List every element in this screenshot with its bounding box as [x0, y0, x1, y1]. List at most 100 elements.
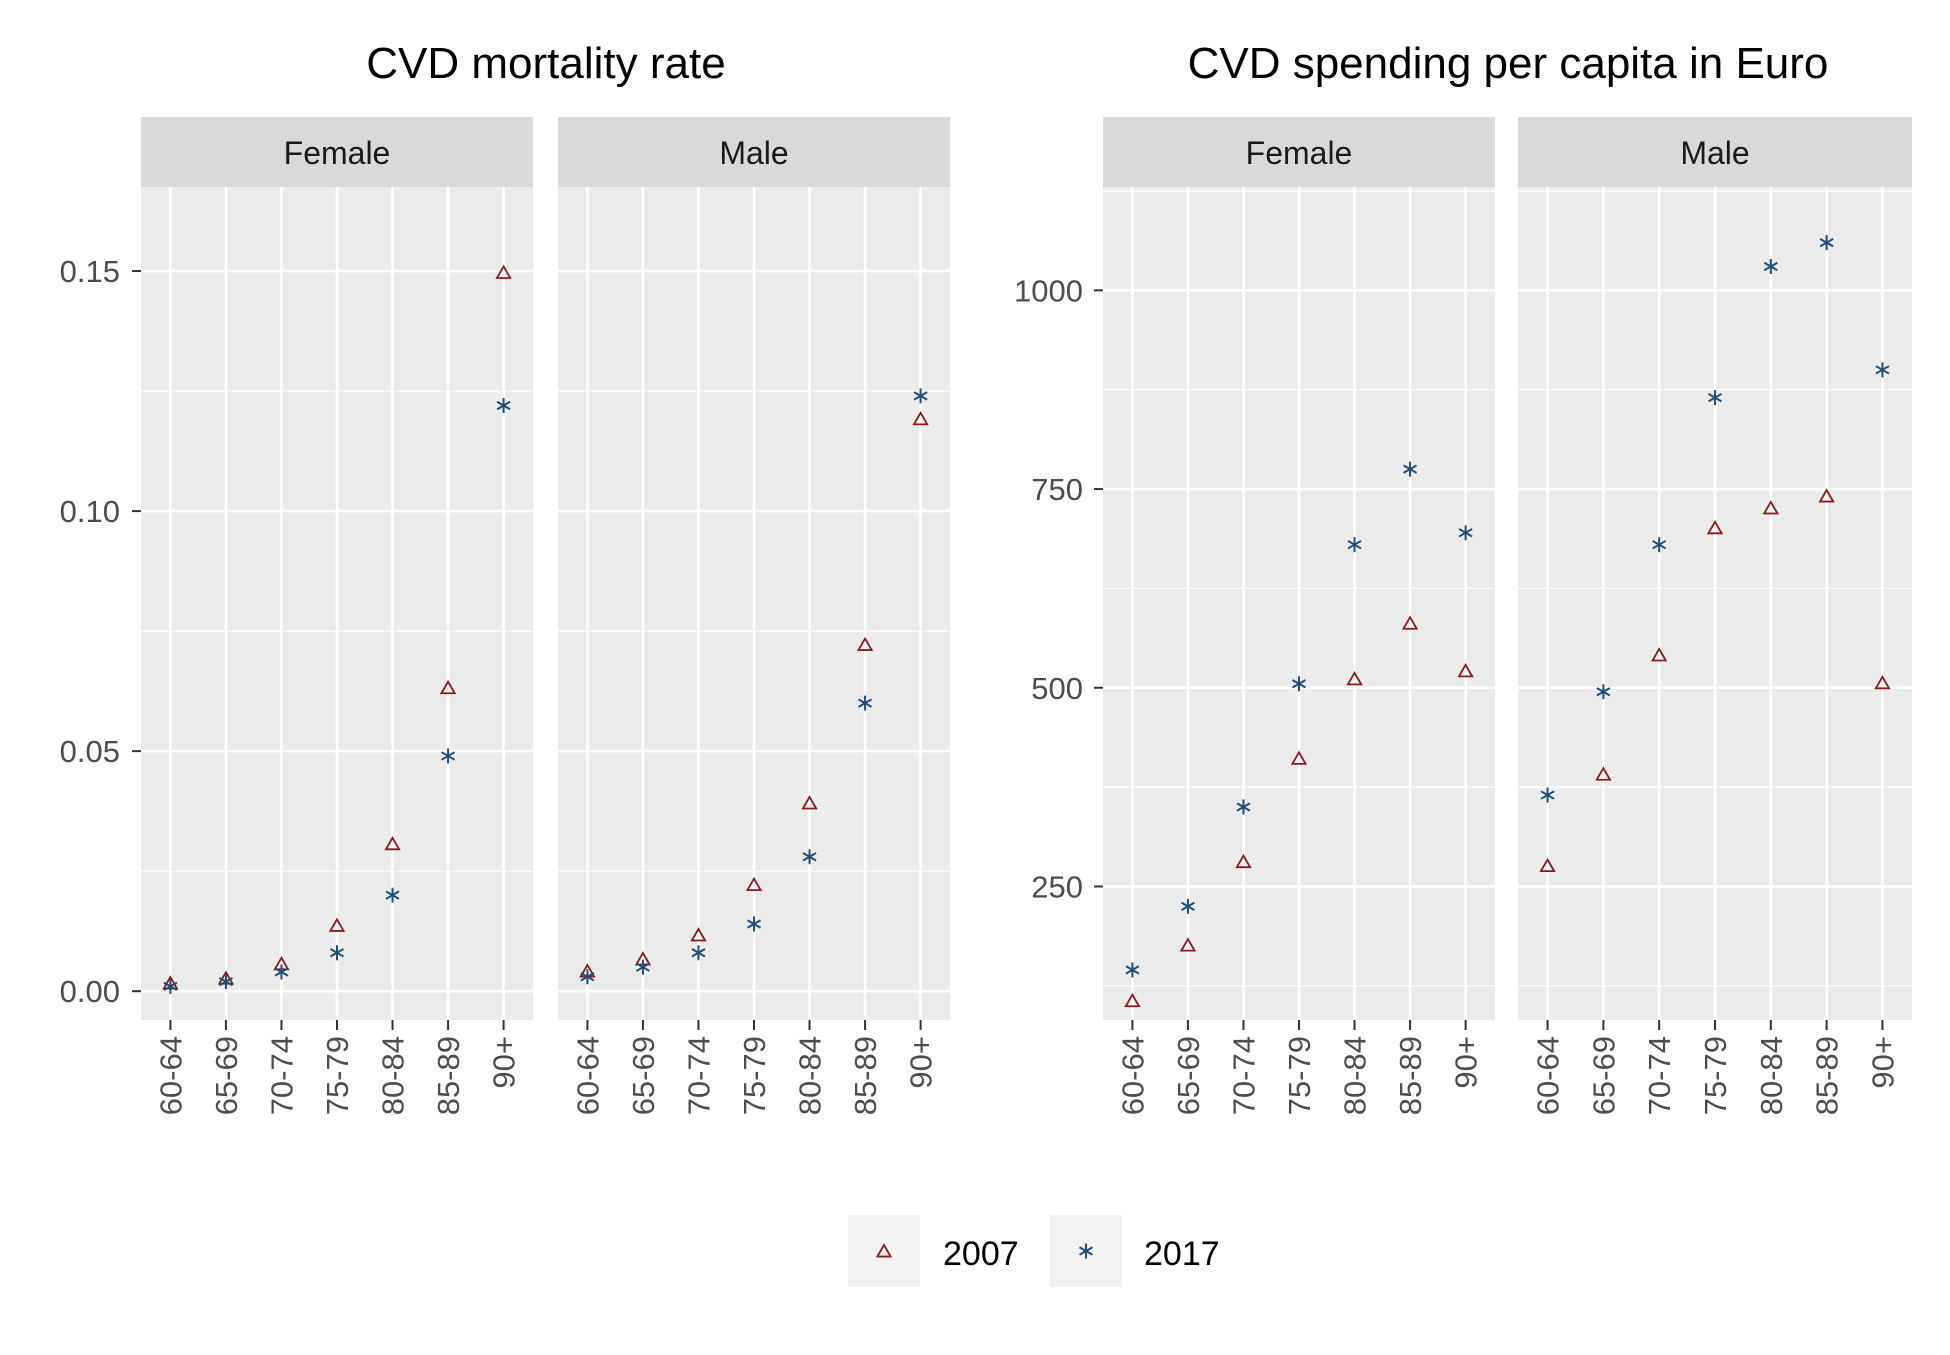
point-2017-1-1-3	[1708, 390, 1722, 406]
point-2007-0-1-6	[912, 411, 929, 426]
point-2017-0-0-4	[385, 887, 400, 903]
point-2017-1-0-5	[1403, 461, 1418, 477]
point-2017-1-0-4	[1347, 537, 1362, 553]
point-2017-0-1-5	[858, 695, 873, 711]
x-tick-label-0-1-0: 60-64	[570, 1036, 605, 1115]
point-2017-0-1-6	[913, 388, 928, 404]
point-2017-0-0-0	[163, 978, 178, 994]
point-2007-1-0-3	[1290, 750, 1308, 765]
point-2007-1-0-0	[1124, 992, 1141, 1008]
legend-label-2007: 2007	[943, 1235, 1019, 1273]
point-2017-0-1-0	[580, 969, 595, 985]
point-2017-0-0-3	[330, 945, 344, 961]
facet-label-0-0: Female	[284, 135, 391, 171]
point-2007-1-1-3	[1706, 519, 1724, 535]
x-tick-label-0-0-2: 70-74	[264, 1036, 299, 1115]
point-2017-1-0-0	[1125, 962, 1140, 978]
point-2007-0-1-4	[801, 795, 818, 810]
point-2007-1-0-2	[1235, 853, 1252, 869]
x-tick-label-0-0-1: 65-69	[209, 1036, 244, 1115]
x-tick-label-1-1-5: 85-89	[1810, 1036, 1845, 1115]
point-2007-1-1-4	[1762, 500, 1780, 515]
legend-key-2007	[848, 1215, 920, 1287]
point-2007-0-0-3	[328, 917, 346, 932]
facet-strip-1-1	[1518, 117, 1912, 187]
point-2017-1-1-0	[1540, 787, 1555, 803]
point-2007-1-0-5	[1401, 615, 1419, 630]
y-tick-label-0-1: 0.05	[60, 734, 120, 769]
facet-label-1-0: Female	[1246, 135, 1353, 171]
point-2007-0-0-4	[384, 835, 401, 851]
point-2017-1-0-3	[1292, 676, 1306, 692]
facet-label-0-1: Male	[719, 135, 788, 171]
y-tick-label-1-3: 1000	[1014, 273, 1083, 308]
point-2017-0-0-5	[441, 748, 456, 764]
x-tick-label-0-1-6: 90+	[904, 1036, 939, 1089]
point-2017-1-1-5	[1819, 235, 1834, 251]
point-2017-0-1-2	[691, 945, 706, 961]
point-2017-0-0-1	[218, 974, 233, 990]
x-tick-label-0-0-3: 75-79	[320, 1036, 355, 1115]
x-tick-label-0-0-0: 60-64	[153, 1036, 188, 1115]
point-2017-0-0-6	[496, 397, 511, 413]
point-2017-1-0-6	[1458, 525, 1473, 541]
x-tick-label-0-0-4: 80-84	[376, 1036, 411, 1115]
point-2017-1-0-1	[1180, 898, 1195, 914]
x-tick-label-1-1-2: 70-74	[1642, 1036, 1677, 1115]
x-tick-label-1-1-6: 90+	[1865, 1036, 1900, 1089]
point-2017-0-1-3	[747, 916, 761, 932]
y-tick-label-0-2: 0.10	[60, 494, 120, 529]
x-tick-label-1-0-0: 60-64	[1115, 1036, 1150, 1115]
point-2017-0-1-1	[635, 959, 650, 975]
y-tick-label-1-2: 750	[1031, 472, 1083, 507]
point-2007-0-1-3	[745, 876, 763, 892]
facet-strip-0-1	[558, 117, 950, 187]
point-2007-1-0-4	[1346, 671, 1363, 686]
point-2007-0-0-6	[495, 264, 512, 279]
legend-symbol-2007	[875, 1243, 893, 1258]
x-tick-label-1-1-3: 75-79	[1698, 1036, 1733, 1115]
y-tick-label-1-0: 250	[1031, 869, 1083, 904]
point-2007-1-0-6	[1457, 663, 1474, 678]
x-tick-label-1-0-5: 85-89	[1393, 1036, 1428, 1115]
point-2007-0-1-2	[690, 927, 707, 942]
chart-title-1: CVD spending per capita in Euro	[1188, 39, 1829, 88]
x-tick-label-0-1-2: 70-74	[681, 1036, 716, 1115]
chart-title-0: CVD mortality rate	[366, 39, 725, 88]
point-2007-1-1-6	[1874, 674, 1891, 690]
legend: 2007 2017	[848, 1215, 1220, 1287]
point-2007-1-0-1	[1179, 937, 1197, 952]
x-tick-label-1-0-4: 80-84	[1338, 1036, 1373, 1115]
x-tick-label-1-0-3: 75-79	[1282, 1036, 1317, 1115]
legend-symbol-2017	[1079, 1243, 1093, 1259]
point-2007-1-1-1	[1595, 766, 1612, 781]
x-tick-label-1-1-0: 60-64	[1531, 1036, 1566, 1115]
point-2017-1-1-6	[1875, 362, 1890, 378]
legend-label-2017: 2017	[1144, 1235, 1220, 1273]
x-tick-label-1-0-1: 65-69	[1171, 1036, 1206, 1115]
y-tick-label-0-3: 0.15	[60, 254, 120, 289]
x-tick-label-0-1-5: 85-89	[848, 1036, 883, 1115]
x-tick-label-1-1-1: 65-69	[1586, 1036, 1621, 1115]
point-2017-1-1-1	[1596, 684, 1611, 700]
x-tick-label-0-1-1: 65-69	[626, 1036, 661, 1115]
point-2017-0-1-4	[802, 849, 817, 865]
x-tick-label-1-1-4: 80-84	[1754, 1036, 1789, 1115]
x-tick-label-1-0-2: 70-74	[1226, 1036, 1261, 1115]
point-2007-1-1-5	[1818, 488, 1835, 503]
point-2017-1-1-2	[1652, 537, 1667, 553]
x-tick-label-1-0-6: 90+	[1449, 1036, 1484, 1089]
y-tick-label-0-0: 0.00	[60, 974, 120, 1009]
point-2007-0-0-5	[439, 679, 457, 695]
x-tick-label-0-0-5: 85-89	[431, 1036, 466, 1115]
x-tick-label-0-1-4: 80-84	[793, 1036, 828, 1115]
point-2017-1-1-4	[1763, 258, 1778, 274]
facet-label-1-1: Male	[1680, 135, 1749, 171]
y-tick-label-1-1: 500	[1031, 671, 1083, 706]
point-2007-1-1-0	[1539, 857, 1556, 873]
point-2007-0-1-5	[856, 636, 874, 651]
point-2007-1-1-2	[1650, 647, 1668, 662]
x-tick-label-0-0-6: 90+	[487, 1036, 522, 1089]
